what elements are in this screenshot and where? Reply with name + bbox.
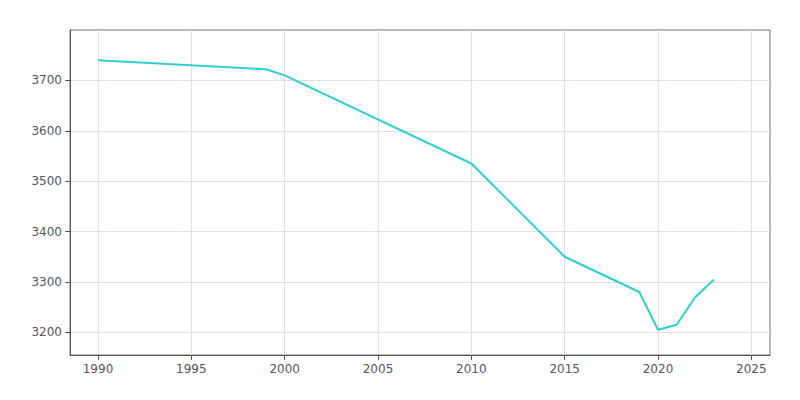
svg-text:3700: 3700 — [31, 73, 62, 87]
svg-text:3400: 3400 — [31, 225, 62, 239]
svg-text:2010: 2010 — [456, 362, 487, 376]
svg-text:2025: 2025 — [736, 362, 767, 376]
svg-text:1995: 1995 — [176, 362, 207, 376]
svg-text:3500: 3500 — [31, 174, 62, 188]
svg-text:3300: 3300 — [31, 275, 62, 289]
svg-text:3200: 3200 — [31, 325, 62, 339]
svg-text:2005: 2005 — [363, 362, 394, 376]
svg-text:1990: 1990 — [83, 362, 114, 376]
svg-text:3600: 3600 — [31, 124, 62, 138]
svg-text:2015: 2015 — [549, 362, 580, 376]
svg-text:2000: 2000 — [269, 362, 300, 376]
svg-text:2020: 2020 — [643, 362, 674, 376]
